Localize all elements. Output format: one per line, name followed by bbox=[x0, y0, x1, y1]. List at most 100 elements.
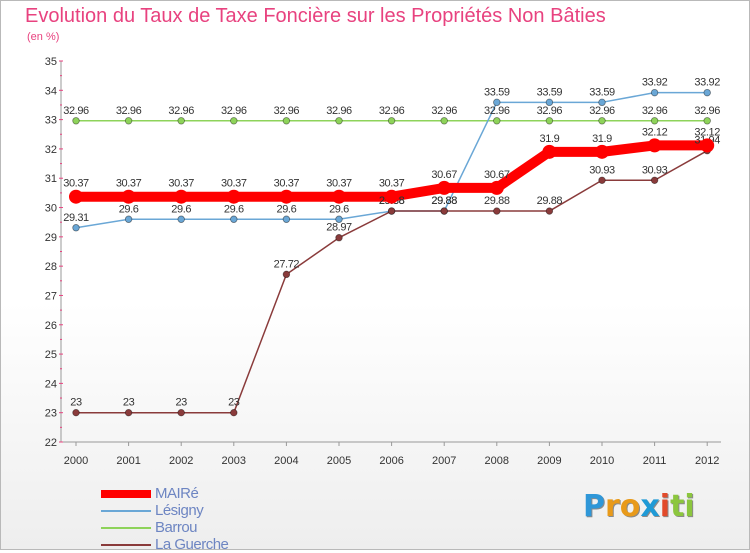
data-label-lésigny: 29.6 bbox=[171, 203, 191, 215]
x-tick-label: 2012 bbox=[695, 455, 719, 467]
data-label-mairé: 30.37 bbox=[326, 178, 352, 190]
data-point-mairé bbox=[279, 189, 294, 204]
data-label-mairé: 32.12 bbox=[694, 126, 720, 138]
legend-item-lésigny: Lésigny bbox=[101, 502, 228, 519]
data-point-la-guerche bbox=[493, 207, 501, 215]
x-tick-label: 2002 bbox=[169, 455, 193, 467]
x-tick-label: 2010 bbox=[590, 455, 614, 467]
data-point-lésigny bbox=[703, 88, 711, 97]
legend-item-mairé: MAIRé bbox=[101, 485, 228, 502]
data-point-lésigny bbox=[177, 215, 185, 223]
data-label-lésigny: 33.59 bbox=[537, 86, 563, 98]
data-point-mairé bbox=[542, 144, 557, 159]
data-label-barrou: 32.96 bbox=[326, 105, 352, 117]
y-tick-label: 35 bbox=[45, 56, 57, 68]
x-tick-label: 2007 bbox=[432, 455, 456, 467]
data-label-mairé: 30.37 bbox=[379, 178, 405, 190]
data-label-mairé: 30.37 bbox=[274, 178, 300, 190]
chart-title: Evolution du Taux de Taxe Foncière sur l… bbox=[25, 5, 606, 27]
data-point-la-guerche bbox=[335, 234, 343, 242]
data-point-la-guerche bbox=[177, 408, 185, 417]
data-label-lésigny: 33.59 bbox=[589, 86, 615, 98]
data-label-la-guerche: 23 bbox=[175, 397, 187, 409]
data-point-lésigny bbox=[282, 215, 291, 223]
data-point-lésigny bbox=[72, 224, 80, 232]
data-point-la-guerche bbox=[282, 270, 291, 279]
data-label-lésigny: 33.92 bbox=[694, 77, 720, 89]
data-point-lésigny bbox=[124, 215, 133, 223]
data-point-la-guerche bbox=[650, 176, 659, 184]
data-point-mairé bbox=[489, 180, 504, 195]
logo-letter: i bbox=[659, 489, 671, 524]
logo-letter: x bbox=[640, 489, 660, 524]
y-tick-label: 29 bbox=[45, 232, 57, 244]
data-point-la-guerche bbox=[124, 408, 133, 417]
data-point-mairé bbox=[437, 180, 452, 195]
data-point-lésigny bbox=[230, 215, 238, 223]
data-point-barrou bbox=[335, 117, 343, 125]
data-label-barrou: 32.96 bbox=[274, 105, 300, 117]
x-tick-label: 2004 bbox=[274, 455, 298, 467]
data-point-la-guerche bbox=[72, 408, 80, 417]
y-tick-label: 32 bbox=[45, 144, 57, 156]
data-point-lésigny bbox=[598, 98, 606, 107]
data-label-barrou: 32.96 bbox=[63, 105, 89, 117]
data-label-barrou: 32.96 bbox=[431, 105, 457, 117]
legend-item-la-guerche: La Guerche bbox=[101, 536, 229, 553]
data-point-barrou bbox=[387, 117, 396, 125]
x-tick-label: 2011 bbox=[643, 455, 667, 467]
data-label-lésigny: 33.92 bbox=[642, 77, 668, 89]
data-point-lésigny bbox=[335, 215, 343, 223]
data-point-barrou bbox=[72, 117, 80, 125]
data-label-la-guerche: 23 bbox=[123, 397, 135, 409]
data-label-barrou: 32.96 bbox=[116, 105, 142, 117]
data-label-mairé: 30.67 bbox=[484, 169, 510, 181]
data-point-barrou bbox=[650, 117, 659, 125]
data-label-barrou: 32.96 bbox=[484, 105, 510, 117]
data-point-mairé bbox=[595, 144, 609, 159]
data-point-barrou bbox=[124, 117, 133, 125]
data-label-mairé: 30.37 bbox=[116, 178, 142, 190]
data-point-la-guerche bbox=[387, 207, 396, 215]
data-label-la-guerche: 30.93 bbox=[642, 164, 668, 176]
x-tick-label: 2001 bbox=[116, 455, 140, 467]
data-label-mairé: 30.37 bbox=[221, 178, 247, 190]
data-point-mairé bbox=[647, 138, 662, 153]
data-point-la-guerche bbox=[230, 408, 238, 417]
legend-label: La Guerche bbox=[155, 536, 229, 553]
legend-label: MAIRé bbox=[155, 485, 199, 502]
x-tick-label: 2003 bbox=[222, 455, 246, 467]
data-point-mairé bbox=[226, 189, 241, 204]
x-tick-label: 2000 bbox=[64, 455, 88, 467]
y-tick-label: 25 bbox=[45, 349, 57, 361]
data-label-barrou: 32.96 bbox=[694, 105, 720, 117]
y-tick-label: 24 bbox=[45, 378, 57, 390]
data-point-barrou bbox=[230, 117, 238, 125]
data-label-lésigny: 29.6 bbox=[329, 203, 349, 215]
y-tick-label: 34 bbox=[45, 85, 57, 97]
logo-letter: P bbox=[583, 489, 605, 524]
data-point-lésigny bbox=[545, 98, 554, 107]
legend-swatch bbox=[101, 489, 151, 498]
data-label-la-guerche: 23 bbox=[228, 397, 240, 409]
data-label-mairé: 32.12 bbox=[642, 126, 668, 138]
data-label-mairé: 30.37 bbox=[168, 178, 194, 190]
data-label-mairé: 31.9 bbox=[592, 133, 612, 145]
data-label-barrou: 32.96 bbox=[221, 105, 247, 117]
data-point-barrou bbox=[703, 117, 711, 125]
y-tick-label: 30 bbox=[45, 203, 57, 215]
y-tick-label: 33 bbox=[45, 115, 57, 127]
data-label-barrou: 32.96 bbox=[379, 105, 405, 117]
data-label-la-guerche: 23 bbox=[70, 397, 82, 409]
data-point-mairé bbox=[69, 189, 83, 204]
legend-swatch bbox=[101, 509, 151, 512]
data-label-lésigny: 29.6 bbox=[276, 203, 296, 215]
x-tick-label: 2009 bbox=[537, 455, 561, 467]
data-label-la-guerche: 30.93 bbox=[589, 164, 615, 176]
logo-letter: o bbox=[619, 489, 641, 524]
data-point-la-guerche bbox=[545, 207, 554, 215]
data-label-la-guerche: 28.97 bbox=[326, 222, 352, 234]
data-label-mairé: 30.67 bbox=[431, 169, 457, 181]
data-point-barrou bbox=[598, 117, 606, 125]
